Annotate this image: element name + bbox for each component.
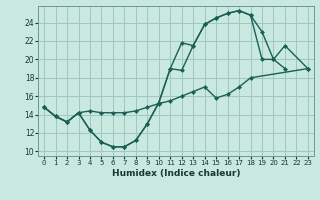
X-axis label: Humidex (Indice chaleur): Humidex (Indice chaleur): [112, 169, 240, 178]
